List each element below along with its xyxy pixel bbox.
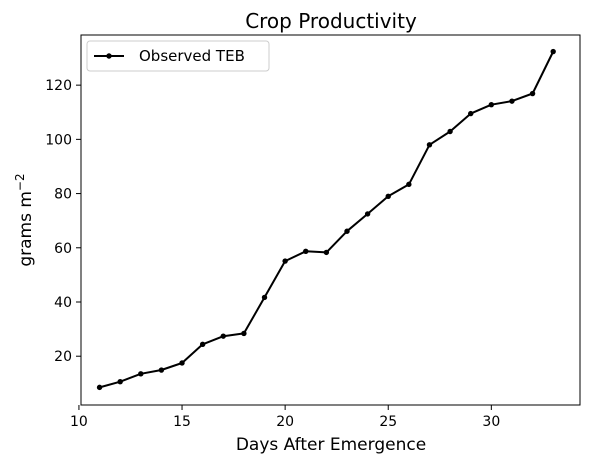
y-tick-label: 80 bbox=[54, 187, 72, 203]
data-point bbox=[385, 193, 391, 199]
y-tick-label: 20 bbox=[54, 349, 72, 365]
data-point bbox=[179, 360, 185, 366]
y-tick-label: 120 bbox=[45, 78, 72, 94]
data-point bbox=[509, 98, 515, 104]
data-point bbox=[468, 110, 474, 117]
data-point bbox=[323, 249, 330, 256]
legend-marker-swatch bbox=[106, 53, 112, 59]
y-axis-title: grams m−2 bbox=[13, 173, 36, 266]
y-axis-title-base: grams m bbox=[16, 191, 36, 267]
chart-title: Crop Productivity bbox=[245, 9, 417, 33]
data-point bbox=[96, 384, 103, 391]
series-line bbox=[99, 51, 555, 389]
legend-box bbox=[86, 40, 270, 72]
y-tick-label: 40 bbox=[54, 295, 72, 311]
x-tick-label: 20 bbox=[276, 414, 294, 430]
y-axis-title-exponent: −2 bbox=[13, 173, 27, 191]
data-point bbox=[282, 258, 288, 264]
data-point bbox=[241, 330, 247, 337]
y-tick-label: 100 bbox=[45, 132, 72, 148]
legend: Observed TEB bbox=[86, 40, 270, 72]
data-point bbox=[158, 367, 165, 373]
data-point bbox=[199, 341, 206, 347]
y-tick-label: 60 bbox=[54, 241, 72, 257]
x-tick-label: 10 bbox=[70, 414, 88, 430]
data-point bbox=[117, 378, 123, 385]
data-point bbox=[406, 181, 412, 188]
data-point bbox=[488, 101, 495, 108]
y-axis: 20 40 60 80 100 120 bbox=[45, 78, 81, 365]
data-point bbox=[220, 333, 226, 339]
x-tick-label: 30 bbox=[482, 414, 500, 430]
data-point bbox=[303, 248, 309, 255]
data-point bbox=[261, 294, 268, 301]
data-point bbox=[364, 211, 371, 217]
y-axis-title-group: grams m−2 bbox=[13, 173, 36, 266]
data-point bbox=[138, 371, 144, 377]
plot-frame bbox=[80, 34, 581, 406]
data-point bbox=[529, 90, 536, 97]
x-axis: 10 15 20 25 30 bbox=[70, 405, 500, 430]
data-point bbox=[550, 48, 556, 55]
x-tick-label: 25 bbox=[379, 414, 397, 430]
data-point bbox=[344, 228, 350, 234]
plot-area bbox=[96, 48, 556, 391]
x-axis-title: Days After Emergence bbox=[236, 435, 426, 455]
legend-label: Observed TEB bbox=[139, 47, 245, 65]
data-point bbox=[447, 128, 453, 135]
x-tick-label: 15 bbox=[173, 414, 191, 430]
data-point bbox=[426, 142, 433, 148]
